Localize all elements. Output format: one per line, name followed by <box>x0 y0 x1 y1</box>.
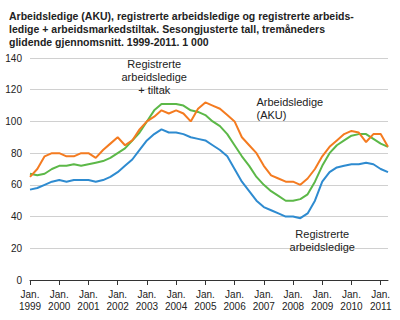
svg-text:2009: 2009 <box>311 301 334 312</box>
svg-text:Jan.: Jan. <box>254 289 273 300</box>
svg-text:Jan.: Jan. <box>79 289 98 300</box>
svg-text:Jan.: Jan. <box>313 289 332 300</box>
svg-text:Registrerte: Registrerte <box>127 58 181 70</box>
svg-text:20: 20 <box>11 243 23 254</box>
svg-text:80: 80 <box>11 148 23 159</box>
svg-text:glidende gjennomsnitt. 1999-20: glidende gjennomsnitt. 1999-2011. 1 000 <box>9 36 209 48</box>
svg-text:Arbeidsledige: Arbeidsledige <box>256 96 323 108</box>
svg-text:arbeidsledige: arbeidsledige <box>121 71 186 83</box>
svg-text:Arbeidsledige (AKU), registrer: Arbeidsledige (AKU), registrerte arbeids… <box>9 10 354 22</box>
svg-text:60: 60 <box>11 179 23 190</box>
svg-text:2003: 2003 <box>136 301 159 312</box>
svg-text:2002: 2002 <box>107 301 130 312</box>
svg-text:2004: 2004 <box>165 301 188 312</box>
svg-text:Jan.: Jan. <box>50 289 69 300</box>
svg-text:Jan.: Jan. <box>342 289 361 300</box>
svg-text:Jan.: Jan. <box>137 289 156 300</box>
svg-text:Jan.: Jan. <box>21 289 40 300</box>
svg-text:120: 120 <box>5 84 22 95</box>
svg-text:+ tiltak: + tiltak <box>138 84 171 96</box>
svg-text:Jan.: Jan. <box>167 289 186 300</box>
svg-text:140: 140 <box>5 53 22 64</box>
svg-text:40: 40 <box>11 211 23 222</box>
svg-text:1999: 1999 <box>19 301 42 312</box>
svg-text:2006: 2006 <box>223 301 246 312</box>
svg-text:(AKU): (AKU) <box>256 109 286 121</box>
svg-text:ledige + arbeidsmarkedstiltak.: ledige + arbeidsmarkedstiltak. Sesongjus… <box>9 23 325 35</box>
svg-text:arbeidsledige: arbeidsledige <box>290 241 355 253</box>
svg-text:2005: 2005 <box>194 301 217 312</box>
svg-text:Jan.: Jan. <box>284 289 303 300</box>
svg-text:100: 100 <box>5 116 22 127</box>
svg-text:2008: 2008 <box>282 301 305 312</box>
svg-text:2010: 2010 <box>340 301 363 312</box>
svg-text:Jan.: Jan. <box>196 289 215 300</box>
svg-text:0: 0 <box>16 275 22 286</box>
svg-text:2001: 2001 <box>77 301 100 312</box>
svg-text:Jan.: Jan. <box>108 289 127 300</box>
svg-text:2007: 2007 <box>253 301 276 312</box>
svg-text:2000: 2000 <box>48 301 71 312</box>
svg-text:Jan.: Jan. <box>371 289 390 300</box>
svg-text:Jan.: Jan. <box>225 289 244 300</box>
svg-text:2011: 2011 <box>370 301 392 312</box>
svg-text:Registrerte: Registrerte <box>295 228 349 240</box>
